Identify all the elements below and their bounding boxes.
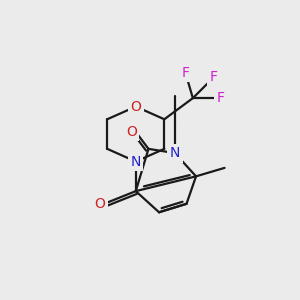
Text: O: O [126, 125, 137, 139]
Text: F: F [210, 70, 218, 84]
Text: F: F [216, 91, 224, 105]
Text: O: O [130, 100, 141, 114]
Text: O: O [94, 197, 105, 211]
Text: N: N [130, 154, 141, 169]
Text: F: F [182, 66, 190, 80]
Text: N: N [170, 146, 180, 160]
